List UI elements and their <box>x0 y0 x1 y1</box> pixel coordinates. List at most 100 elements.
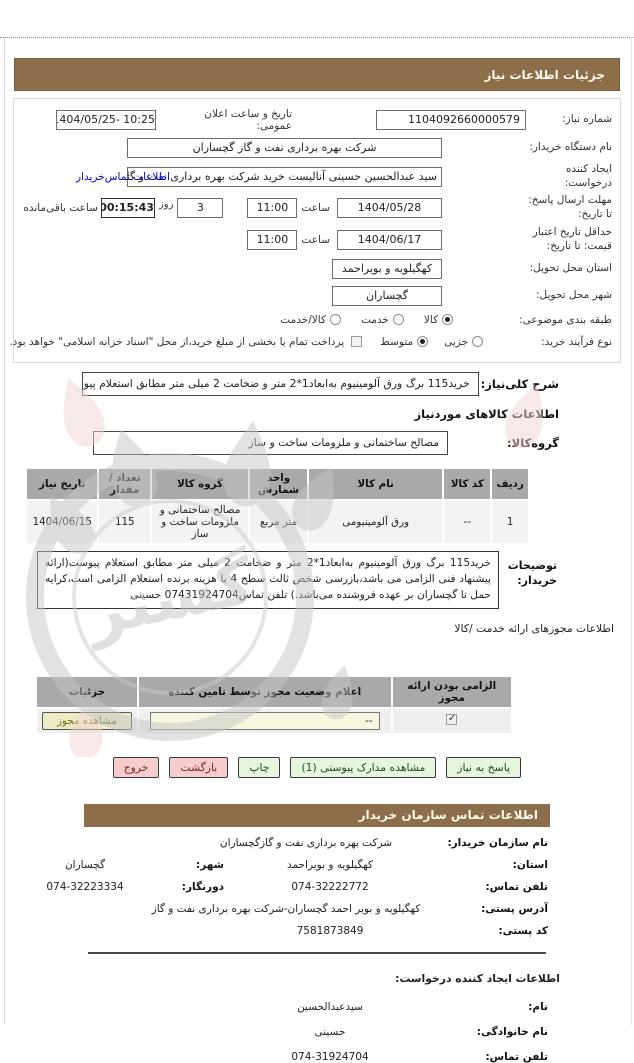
category-service-radio[interactable] <box>392 314 404 325</box>
cell-row-number: 1 <box>492 501 528 543</box>
col-row-number: ردیف <box>492 469 528 499</box>
col-license-required: الزامی بودن ارائه مجوز <box>392 676 511 707</box>
price-validity-date-field[interactable]: 1404/06/17 <box>337 229 442 250</box>
category-goods-radio[interactable] <box>442 314 454 325</box>
response-days-field[interactable]: 3 <box>177 198 224 218</box>
col-unit: واحد شمارش <box>250 469 308 499</box>
cell-item-name: ورق آلومینیومی <box>309 501 443 543</box>
view-attachments-button[interactable]: مشاهده مدارک پیوستی (1) <box>290 756 437 778</box>
creator-phone-value: 074-31924704 <box>291 1050 369 1063</box>
category-goods-service-radio[interactable] <box>329 314 341 325</box>
org-postal-row: کد پستی: 7581873849 <box>0 925 634 937</box>
creator-phone-row: تلفن تماس: 074-31924704 <box>0 1051 634 1063</box>
response-deadline-date-field[interactable]: 1404/05/28 <box>337 198 442 218</box>
org-postal-value: 7581873849 <box>296 924 364 937</box>
row-request-creator: ایجاد کننده درخواست: سید عبدالحسین حسینی… <box>14 162 620 192</box>
items-table: ردیف کد کالا نام کالا واحد شمارش گروه کا… <box>25 467 530 545</box>
goods-group-row: گروه‌کالا: مصالح ساختمانی و ملزومات ساخت… <box>13 431 621 455</box>
view-license-button[interactable]: مشاهده مجوز <box>42 711 132 730</box>
org-phone-row: تلفن تماس: 074-32222772 دورنگار: 074-322… <box>0 881 634 893</box>
respond-button[interactable]: پاسخ به نیاز <box>446 756 521 778</box>
process-minor-label: جزیی <box>444 335 469 348</box>
response-deadline-time-field[interactable]: 11:00 <box>247 198 298 218</box>
purchase-process-label: نوع فرآیند خرید: <box>541 335 612 348</box>
goods-section-title: اطلاعات کالاهای موردنیاز <box>414 407 559 421</box>
delivery-province-field[interactable]: کهگیلویه و بویراحمد <box>332 258 442 279</box>
org-address-row: آدرس پستی: کهگیلویه و بویر احمد گچساران-… <box>0 903 634 915</box>
cell-license-required <box>392 708 511 733</box>
request-creator-label: ایجاد کننده درخواست: <box>564 163 612 189</box>
buyer-notes-box: خرید115 برگ ورق آلومینیوم به‌ابعاد1*2 مت… <box>37 551 499 609</box>
org-name-label: نام سازمان خریدار: <box>447 836 548 849</box>
announce-datetime-field[interactable]: 10:25 -1404/05/25 <box>56 109 156 130</box>
request-creator-field[interactable]: سید عبدالحسین حسینی آنالیست خرید شرکت به… <box>127 167 442 187</box>
process-medium-radio[interactable] <box>417 336 429 347</box>
treasury-payment-checkbox[interactable] <box>351 336 363 347</box>
need-info-panel: شماره نیاز: 1104092660000579 تاریخ و ساع… <box>9 98 621 363</box>
cell-item-group: مصالح ساختمانی و ملزومات ساخت و ساز <box>152 501 249 543</box>
license-required-checkbox[interactable] <box>446 713 458 725</box>
back-button[interactable]: بازگشت <box>169 756 229 778</box>
price-validity-time-field[interactable]: 11:00 <box>247 229 298 250</box>
org-contact-title: اطلاعات تماس سازمان خریدار <box>84 803 550 827</box>
org-name-value: شرکت بهره برداری نفت و گازگچساران <box>219 836 393 849</box>
delivery-city-label: شهر محل تحویل: <box>536 288 612 301</box>
cell-license-status: -- <box>138 708 391 733</box>
org-fax-value: 074-32223334 <box>46 880 124 893</box>
price-validity-label: حداقل تاریخ اعتبار قیمت: تا تاریخ: <box>532 225 612 252</box>
org-phone-label: تلفن تماس: <box>485 880 548 893</box>
cell-unit: متر مربع <box>250 501 308 543</box>
page-left-frame <box>4 37 5 1025</box>
org-province-value: کهگیلویه و بویراحمد <box>286 858 374 871</box>
process-medium-label: متوسط <box>380 335 414 348</box>
creator-last-name-value: حسینی <box>314 1025 346 1038</box>
org-postal-label: کد پستی: <box>498 924 548 937</box>
org-fax-label: دورنگار: <box>181 880 224 893</box>
col-item-name: نام کالا <box>309 469 443 499</box>
org-address-value: کهگیلویه و بویر احمد گچساران-شرکت بهره ب… <box>151 902 421 915</box>
row-delivery-province: استان محل تحویل: کهگیلویه و بویراحمد <box>14 255 620 282</box>
creator-contact-title: اطلاعات ایجاد کننده درخواست: <box>395 971 560 985</box>
org-contact-section: نام سازمان خریدار: شرکت بهره برداری نفت … <box>0 837 634 937</box>
buyer-contact-link[interactable]: اطلاعات تماس‌خریدار <box>76 171 170 183</box>
top-dotted-divider <box>0 37 634 38</box>
row-subject-category: طبقه بندی موضوعی: کالا خدمت کالا/خدمت <box>14 309 620 330</box>
remaining-time-field: 00:15:43 <box>100 198 155 218</box>
creator-first-name-row: نام: سیدعبدالحسین <box>0 1001 634 1013</box>
need-desc-box: خرید115 برگ ورق آلومینیوم به‌ابعاد1*2 مت… <box>81 372 479 396</box>
need-desc-row: شرح کلی‌نیاز: خرید115 برگ ورق آلومینیوم … <box>13 372 621 396</box>
col-quantity: تعداد / مقدار <box>99 469 151 499</box>
goods-group-label: گروه‌کالا: <box>507 436 559 450</box>
treasury-payment-note: پرداخت تمام یا بخشی از مبلغ خرید،از محل … <box>9 335 345 348</box>
buyer-org-field[interactable]: شرکت بهره برداری نفت و گاز گچساران <box>127 137 442 158</box>
validity-hour-label: ساعت <box>301 233 330 246</box>
col-item-group: گروه کالا <box>152 469 249 499</box>
cell-need-date: 1404/06/15 <box>27 501 98 543</box>
creator-phone-label: تلفن تماس: <box>485 1050 548 1063</box>
section-divider <box>88 951 546 954</box>
buyer-org-label: نام دستگاه خریدار: <box>529 140 612 153</box>
org-province-row: استان: کهگیلویه و بویراحمد شهر: گچساران <box>0 859 634 871</box>
row-purchase-process: نوع فرآیند خرید: جزیی متوسط پرداخت تمام … <box>9 330 620 353</box>
org-city-value: گچساران <box>64 858 106 871</box>
col-item-code: کد کالا <box>444 469 491 499</box>
day-unit-label: روز <box>158 198 174 210</box>
announce-datetime-label: تاریخ و ساعت اعلان عمومی: <box>204 107 292 132</box>
buyer-notes-label: توضیحات خریدار: <box>507 559 557 587</box>
response-deadline-label: مهلت ارسال پاسخ: تا تاریخ: <box>528 194 612 220</box>
category-goods-label: کالا <box>423 313 439 326</box>
license-status-field[interactable]: -- <box>149 711 380 730</box>
need-number-field[interactable]: 1104092660000579 <box>376 109 526 130</box>
process-minor-radio[interactable] <box>472 336 484 347</box>
print-button[interactable]: چاپ <box>238 756 281 778</box>
license-table: الزامی بودن ارائه مجوز اعلام وضعیت مجوز … <box>35 675 513 735</box>
delivery-city-field[interactable]: گچساران <box>332 285 442 306</box>
org-name-row: نام سازمان خریدار: شرکت بهره برداری نفت … <box>0 837 634 849</box>
page-title: جزئیات اطلاعات نیاز <box>14 58 620 91</box>
exit-button[interactable]: خروج <box>112 756 160 778</box>
category-goods-service-label: کالا/خدمت <box>280 313 326 326</box>
page-right-frame <box>631 37 632 1025</box>
buyer-notes-row: توضیحات خریدار: خرید115 برگ ورق آلومینیو… <box>13 551 621 609</box>
goods-group-box: مصالح ساختمانی و ملزومات ساخت و ساز <box>93 431 448 455</box>
license-table-header-row: الزامی بودن ارائه مجوز اعلام وضعیت مجوز … <box>37 676 511 707</box>
